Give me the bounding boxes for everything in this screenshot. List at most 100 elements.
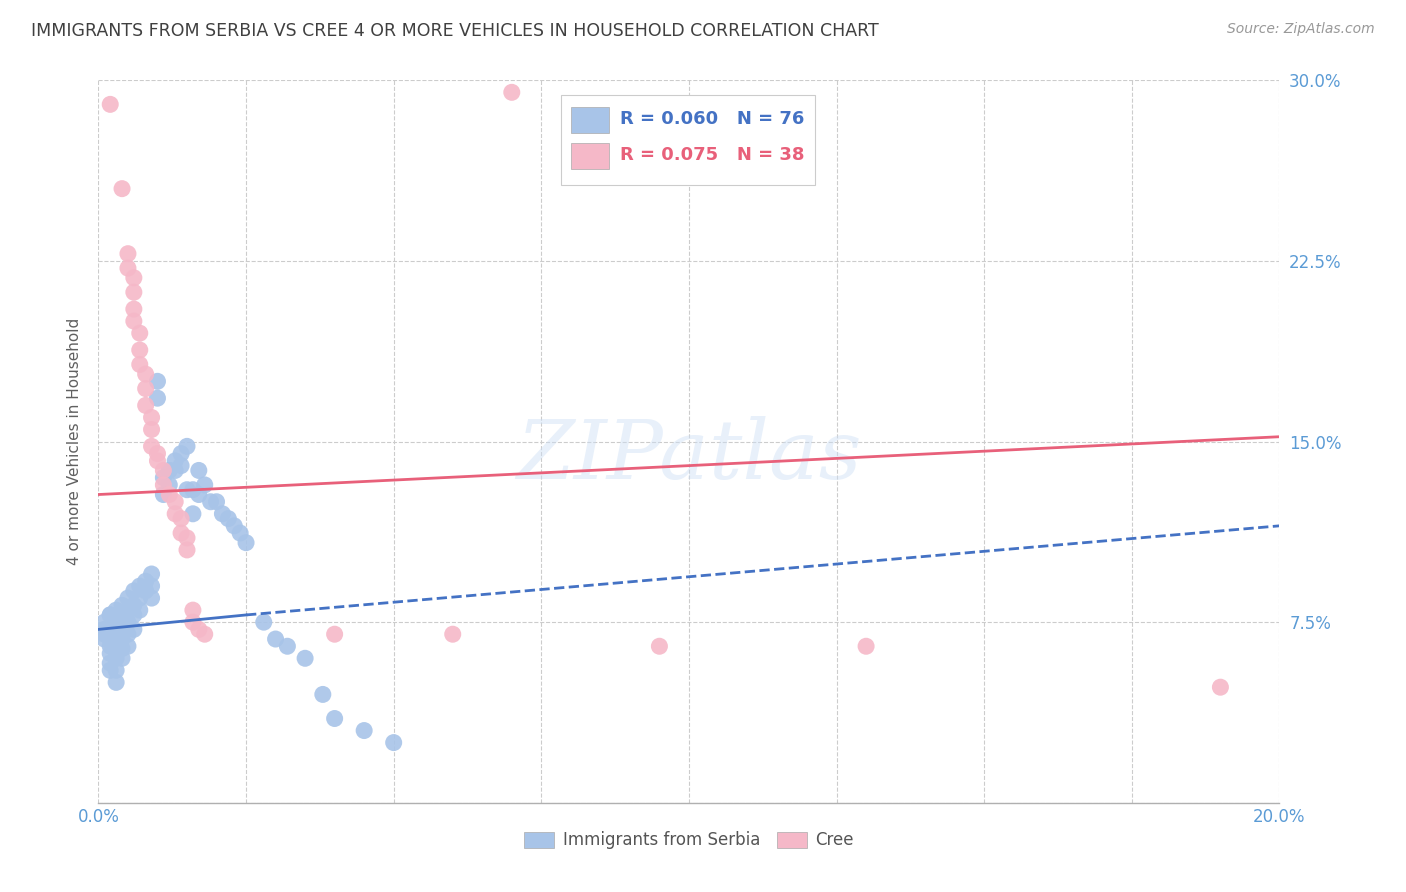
Point bbox=[165, 494, 187, 508]
FancyBboxPatch shape bbox=[561, 95, 815, 185]
Point bbox=[111, 641, 134, 656]
Point bbox=[353, 723, 375, 738]
Point bbox=[141, 422, 163, 436]
Text: IMMIGRANTS FROM SERBIA VS CREE 4 OR MORE VEHICLES IN HOUSEHOLD CORRELATION CHART: IMMIGRANTS FROM SERBIA VS CREE 4 OR MORE… bbox=[31, 22, 879, 40]
Point bbox=[128, 343, 150, 357]
Point bbox=[200, 494, 222, 508]
Point bbox=[117, 603, 139, 617]
Point bbox=[98, 664, 121, 678]
Point bbox=[194, 627, 217, 641]
Point bbox=[157, 463, 180, 477]
Point bbox=[323, 712, 346, 726]
Point bbox=[105, 639, 128, 653]
Point bbox=[93, 615, 115, 630]
Point bbox=[117, 246, 139, 260]
Point bbox=[176, 542, 198, 557]
Point bbox=[105, 675, 128, 690]
Point bbox=[187, 623, 209, 637]
Point bbox=[141, 410, 163, 425]
Point bbox=[111, 181, 134, 195]
Point bbox=[382, 735, 405, 749]
Point bbox=[105, 632, 128, 646]
Point bbox=[111, 599, 134, 613]
Point bbox=[194, 478, 217, 492]
Point bbox=[157, 478, 180, 492]
Point bbox=[128, 603, 150, 617]
Text: ZIPatlas: ZIPatlas bbox=[516, 416, 862, 496]
Point bbox=[98, 623, 121, 637]
Point bbox=[128, 358, 150, 372]
Point bbox=[98, 607, 121, 622]
Point bbox=[105, 615, 128, 630]
Point bbox=[146, 374, 169, 388]
Point bbox=[211, 507, 233, 521]
Point bbox=[117, 627, 139, 641]
Point bbox=[152, 470, 174, 484]
Text: R = 0.075   N = 38: R = 0.075 N = 38 bbox=[620, 145, 806, 164]
Point bbox=[165, 463, 187, 477]
Point bbox=[187, 463, 209, 477]
Point bbox=[146, 446, 169, 460]
Point bbox=[312, 687, 335, 701]
Point bbox=[253, 615, 276, 630]
Point bbox=[441, 627, 464, 641]
Point bbox=[294, 651, 316, 665]
Point bbox=[128, 591, 150, 605]
Point bbox=[111, 632, 134, 646]
Point bbox=[181, 615, 204, 630]
Point bbox=[146, 391, 169, 405]
Point bbox=[122, 314, 145, 328]
Point bbox=[170, 458, 193, 473]
Point bbox=[276, 639, 298, 653]
Point bbox=[170, 446, 193, 460]
Point bbox=[135, 583, 157, 598]
Point bbox=[264, 632, 287, 646]
Point bbox=[152, 478, 174, 492]
Point bbox=[98, 639, 121, 653]
Point bbox=[165, 507, 187, 521]
Point bbox=[105, 603, 128, 617]
Point bbox=[117, 261, 139, 276]
Text: R = 0.060   N = 76: R = 0.060 N = 76 bbox=[620, 110, 804, 128]
Point bbox=[205, 494, 228, 508]
Point bbox=[176, 439, 198, 453]
Point bbox=[501, 85, 523, 99]
Point bbox=[135, 574, 157, 589]
Point bbox=[141, 579, 163, 593]
Point bbox=[93, 632, 115, 646]
Point bbox=[152, 463, 174, 477]
Point bbox=[122, 270, 145, 285]
Point bbox=[117, 615, 139, 630]
Point bbox=[181, 483, 204, 497]
Point bbox=[187, 487, 209, 501]
Text: Source: ZipAtlas.com: Source: ZipAtlas.com bbox=[1227, 22, 1375, 37]
Point bbox=[122, 583, 145, 598]
Point bbox=[648, 639, 671, 653]
Point bbox=[111, 651, 134, 665]
Point bbox=[170, 511, 193, 525]
Point bbox=[229, 526, 252, 541]
Point bbox=[105, 651, 128, 665]
Point bbox=[128, 326, 150, 340]
Point bbox=[111, 623, 134, 637]
FancyBboxPatch shape bbox=[571, 143, 609, 169]
Y-axis label: 4 or more Vehicles in Household: 4 or more Vehicles in Household bbox=[67, 318, 83, 566]
Legend: Immigrants from Serbia, Cree: Immigrants from Serbia, Cree bbox=[517, 824, 860, 856]
Point bbox=[176, 531, 198, 545]
Point bbox=[98, 656, 121, 670]
Point bbox=[181, 507, 204, 521]
Point bbox=[111, 615, 134, 630]
Point bbox=[170, 526, 193, 541]
Point bbox=[176, 483, 198, 497]
Point bbox=[122, 285, 145, 300]
Point bbox=[105, 627, 128, 641]
Point bbox=[105, 664, 128, 678]
Point bbox=[181, 603, 204, 617]
Point bbox=[141, 591, 163, 605]
Point bbox=[323, 627, 346, 641]
Point bbox=[1209, 680, 1232, 694]
Point bbox=[855, 639, 877, 653]
Point bbox=[93, 627, 115, 641]
Point bbox=[224, 518, 246, 533]
Point bbox=[122, 301, 145, 317]
